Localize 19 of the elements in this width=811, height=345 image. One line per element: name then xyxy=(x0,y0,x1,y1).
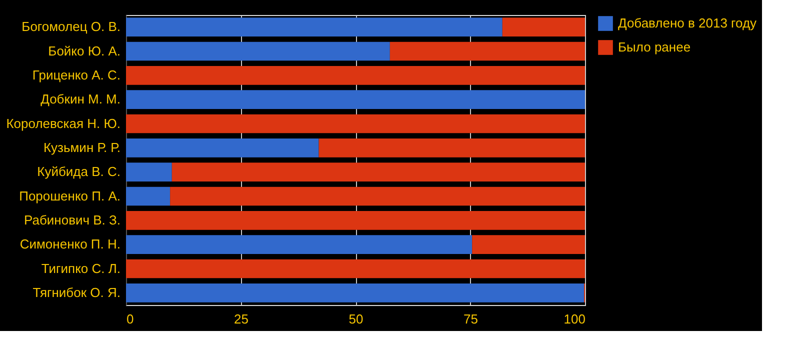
x-tick-label: 75 xyxy=(464,312,478,326)
y-tick-label: Тягнибок О. Я. xyxy=(32,284,120,300)
y-tick-label: Королевская Н. Ю. xyxy=(6,116,120,131)
y-tick-label: Гриценко А. С. xyxy=(32,67,120,82)
y-tick-label: Тигипко С. Л. xyxy=(41,260,120,276)
legend-label: Было ранее xyxy=(618,40,691,54)
y-tick-label: Богомолец О. В. xyxy=(22,19,120,34)
y-tick-label: Рабинович В. З. xyxy=(24,212,120,228)
x-tick-label: 100 xyxy=(564,312,586,326)
legend-label: Добавлено в 2013 году xyxy=(618,16,758,30)
x-tick-label: 25 xyxy=(234,312,248,326)
y-tick-label: Добкин М. М. xyxy=(40,92,120,107)
y-tick-label: Симоненко П. Н. xyxy=(20,236,120,252)
y-tick-label: Кузьмин Р. Р. xyxy=(43,140,120,155)
y-tick-label: Порошенко П. А. xyxy=(19,188,120,204)
y-tick-label: Куйбида В. С. xyxy=(37,164,120,180)
x-tick-label: 50 xyxy=(348,312,364,326)
x-tick-label: 0 xyxy=(126,312,134,326)
y-tick-label: Бойко Ю. А. xyxy=(48,43,120,58)
